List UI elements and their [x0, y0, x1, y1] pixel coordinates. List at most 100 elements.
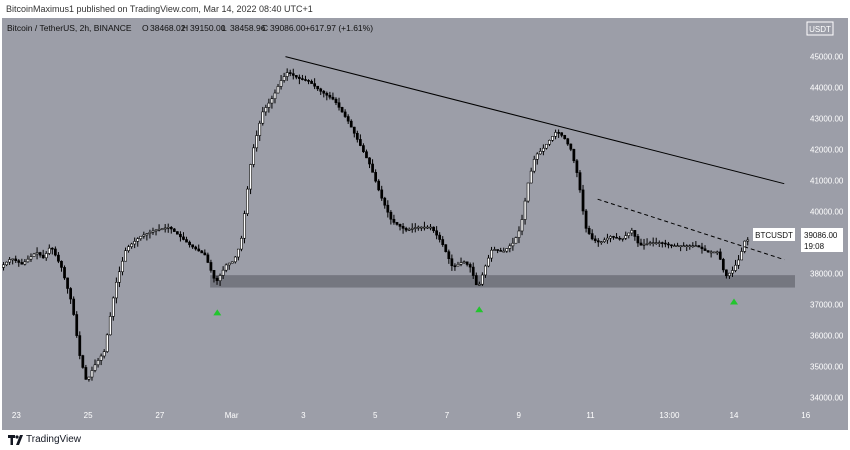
x-tick-label: 25	[84, 411, 93, 420]
candle	[337, 97, 341, 111]
candle	[624, 231, 628, 241]
candle	[47, 244, 51, 256]
candle	[734, 259, 737, 273]
candle	[340, 106, 344, 113]
candle	[38, 251, 42, 258]
candle	[191, 244, 194, 249]
candle	[410, 223, 414, 233]
candle	[731, 266, 734, 278]
candle	[115, 277, 118, 304]
descending-resistance-line[interactable]	[285, 56, 785, 185]
chart-pane[interactable]: Bitcoin / TetherUS, 2h, BINANCE O 38468.…	[2, 18, 848, 430]
candle	[322, 89, 326, 98]
candle	[368, 157, 371, 169]
candle	[542, 144, 545, 156]
candle	[240, 235, 243, 252]
candle	[389, 210, 393, 225]
candle	[615, 233, 618, 239]
candle	[633, 230, 637, 241]
candle	[554, 129, 557, 140]
candle	[233, 255, 237, 264]
candle	[426, 225, 429, 229]
y-tick-label: 43000.00	[810, 115, 844, 124]
candle	[69, 287, 72, 304]
candle	[691, 242, 695, 248]
candle	[404, 226, 408, 233]
candle	[685, 244, 689, 251]
candle	[630, 227, 634, 237]
x-tick-label: 9	[516, 411, 521, 420]
candle	[560, 132, 564, 138]
candle	[160, 228, 164, 231]
author-line: BitcoinMaximus1 published on TradingView…	[6, 4, 313, 14]
candle	[142, 231, 146, 239]
currency-badge[interactable]: USDT	[806, 21, 834, 36]
dashed-trendline[interactable]	[597, 198, 785, 261]
candle	[154, 229, 158, 236]
candle	[87, 376, 91, 382]
candle	[60, 260, 63, 272]
close-value: 39086.00	[270, 23, 306, 33]
change-value: +617.97 (+1.61%)	[305, 23, 373, 33]
candle	[438, 232, 442, 243]
price-tag-countdown: 19:08	[804, 242, 825, 251]
candle	[310, 79, 313, 84]
candle	[307, 79, 310, 85]
candles-layer	[2, 68, 750, 382]
trendlines-layer	[285, 56, 785, 261]
candle	[468, 262, 472, 273]
candle	[252, 144, 255, 168]
candle	[54, 246, 57, 257]
candle	[694, 241, 698, 247]
candle	[78, 331, 82, 360]
candle	[316, 85, 320, 92]
y-tick-label: 42000.00	[810, 146, 844, 155]
candle	[200, 250, 204, 254]
price-chart[interactable]: Bitcoin / TetherUS, 2h, BINANCE O 38468.…	[2, 18, 848, 430]
candle	[481, 272, 484, 286]
candle	[96, 357, 100, 368]
candle	[651, 237, 655, 247]
candle	[32, 252, 36, 257]
candle	[383, 196, 387, 209]
candle	[246, 186, 249, 217]
candle	[243, 210, 246, 244]
candle	[44, 251, 48, 261]
candle	[462, 260, 466, 264]
price-tag-price: 39086.00	[804, 231, 838, 240]
candle	[57, 252, 60, 264]
support-zone-layer	[210, 275, 795, 288]
open-value: 38468.02	[150, 23, 186, 33]
x-tick-label: 14	[730, 411, 739, 420]
candle	[420, 226, 423, 232]
candle	[517, 226, 521, 244]
candle	[386, 200, 390, 218]
price-tag-symbol: BTCUSDT	[755, 231, 793, 240]
candle	[8, 257, 11, 265]
candle	[401, 223, 405, 234]
candle	[606, 233, 609, 244]
candle	[660, 241, 664, 248]
candle	[163, 224, 167, 233]
currency-label: USDT	[809, 25, 831, 34]
candle	[654, 237, 658, 245]
candle	[609, 235, 612, 243]
candle	[508, 243, 512, 253]
symbol-title: Bitcoin / TetherUS, 2h, BINANCE	[7, 23, 132, 33]
tradingview-brand: TradingView	[26, 434, 82, 445]
candle	[664, 239, 667, 248]
candle	[136, 237, 140, 247]
candle	[66, 277, 69, 294]
candle	[352, 126, 356, 138]
price-axis[interactable]: 45000.00 44000.00 43000.00 42000.00 41000.00…	[810, 53, 844, 403]
candle	[432, 226, 435, 233]
candle	[456, 261, 460, 267]
candle	[737, 255, 740, 269]
candle	[703, 245, 707, 251]
candle	[465, 261, 469, 267]
candle	[343, 109, 347, 118]
candle	[581, 184, 585, 215]
candle	[746, 237, 750, 246]
candle	[563, 134, 567, 140]
time-axis[interactable]: 23 25 27 Mar 3 5 7 9 11 13:00 14 16	[12, 411, 811, 420]
